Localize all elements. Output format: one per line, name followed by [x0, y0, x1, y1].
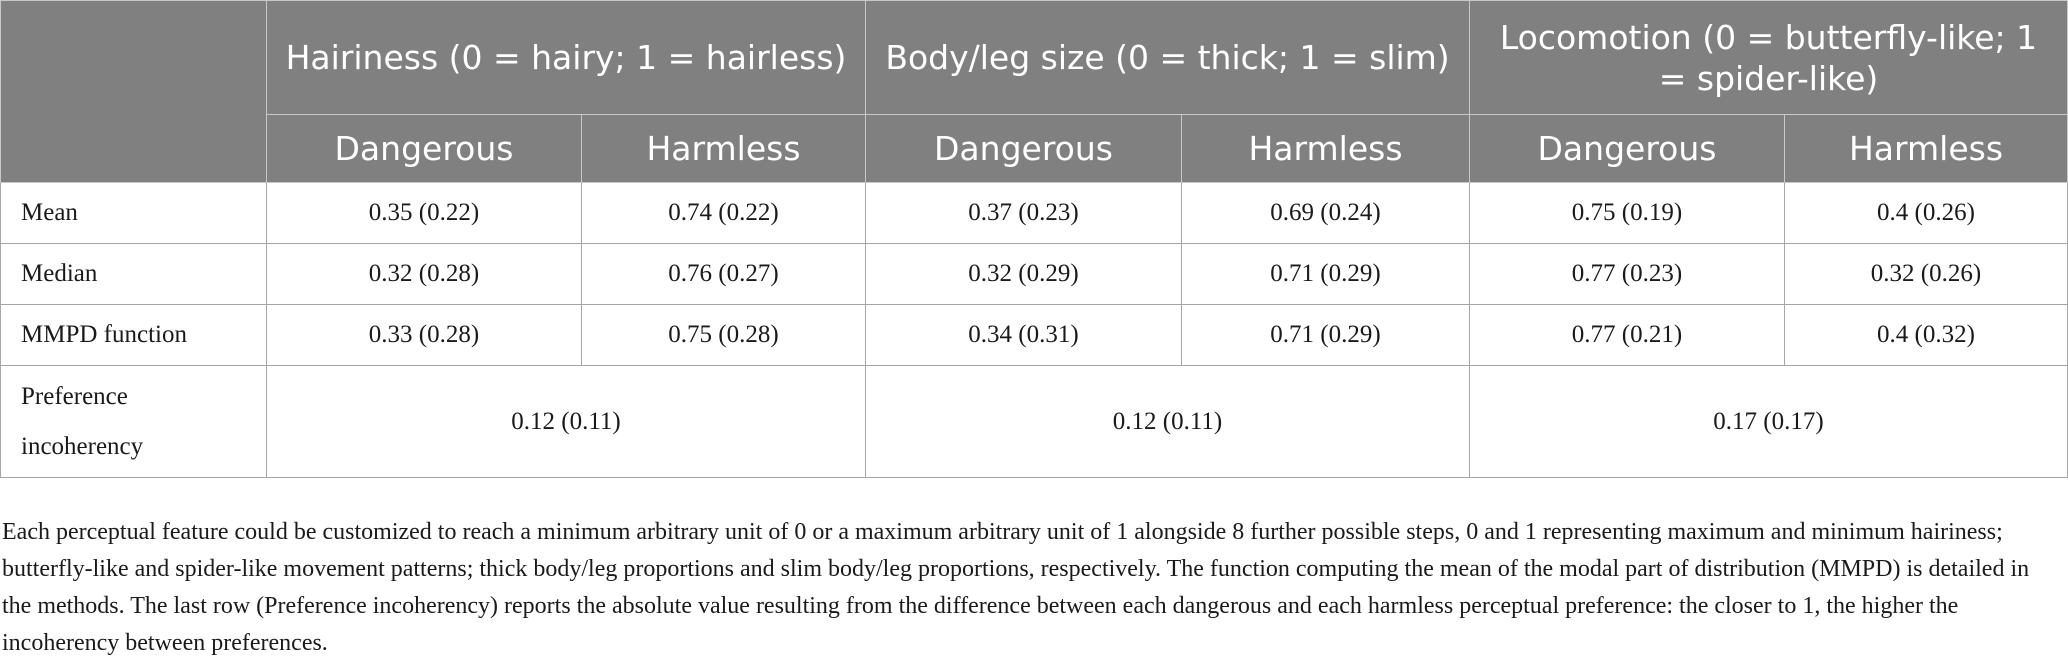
group-header-hairiness: Hairiness (0 = hairy; 1 = hairless)	[266, 0, 866, 115]
group-header-locomotion: Locomotion (0 = butterfly-like; 1 = spid…	[1469, 0, 2068, 115]
table-cell: 0.37 (0.23)	[865, 182, 1182, 244]
table-cell: 0.4 (0.26)	[1784, 182, 2068, 244]
table-cell: 0.74 (0.22)	[581, 182, 866, 244]
table-cell: 0.32 (0.26)	[1784, 243, 2068, 305]
table-cell: 0.32 (0.29)	[865, 243, 1182, 305]
table-row-incoherency: Preference incoherency 0.12 (0.11) 0.12 …	[0, 365, 2068, 478]
table-footnote: Each perceptual feature could be customi…	[2, 519, 2030, 656]
table-cell: 0.71 (0.29)	[1181, 304, 1470, 366]
subheader-hairiness-dangerous: Dangerous	[266, 114, 582, 183]
corner-cell	[0, 0, 267, 183]
table-cell: 0.34 (0.31)	[865, 304, 1182, 366]
table-cell: 0.35 (0.22)	[266, 182, 582, 244]
subheader-body-dangerous: Dangerous	[865, 114, 1182, 183]
table-cell: 0.77 (0.21)	[1469, 304, 1785, 366]
row-label: Mean	[0, 182, 267, 244]
row-label: MMPD function	[0, 304, 267, 366]
row-label: Preference incoherency	[0, 365, 267, 478]
table-cell: 0.33 (0.28)	[266, 304, 582, 366]
subheader-locomotion-harmless: Harmless	[1784, 114, 2068, 183]
table-cell: 0.4 (0.32)	[1784, 304, 2068, 366]
table-cell: 0.69 (0.24)	[1181, 182, 1470, 244]
table-cell: 0.12 (0.11)	[266, 365, 866, 478]
table-container: Hairiness (0 = hairy; 1 = hairless) Body…	[0, 0, 2068, 478]
table-cell: 0.32 (0.28)	[266, 243, 582, 305]
group-header-body-leg-size: Body/leg size (0 = thick; 1 = slim)	[865, 0, 1470, 115]
row-label: Median	[0, 243, 267, 305]
table-cell: 0.12 (0.11)	[865, 365, 1470, 478]
table-cell: 0.71 (0.29)	[1181, 243, 1470, 305]
table-cell: 0.75 (0.28)	[581, 304, 866, 366]
table-cell: 0.76 (0.27)	[581, 243, 866, 305]
group-header-row: Hairiness (0 = hairy; 1 = hairless) Body…	[0, 0, 2068, 183]
table-cell: 0.75 (0.19)	[1469, 182, 1785, 244]
results-table: Hairiness (0 = hairy; 1 = hairless) Body…	[0, 0, 2068, 478]
table-row-mmpd: MMPD function 0.33 (0.28) 0.75 (0.28) 0.…	[0, 304, 2068, 366]
table-cell: 0.17 (0.17)	[1469, 365, 2068, 478]
table-row-median: Median 0.32 (0.28) 0.76 (0.27) 0.32 (0.2…	[0, 243, 2068, 305]
subheader-hairiness-harmless: Harmless	[581, 114, 866, 183]
subheader-body-harmless: Harmless	[1181, 114, 1470, 183]
table-row-mean: Mean 0.35 (0.22) 0.74 (0.22) 0.37 (0.23)…	[0, 182, 2068, 244]
table-cell: 0.77 (0.23)	[1469, 243, 1785, 305]
subheader-row: Dangerous Harmless Dangerous Harmless Da…	[1, 114, 2068, 183]
subheader-locomotion-dangerous: Dangerous	[1469, 114, 1785, 183]
